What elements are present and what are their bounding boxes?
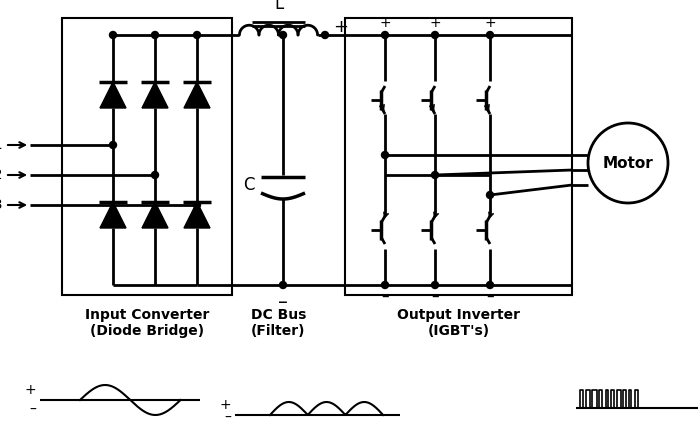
Circle shape	[109, 141, 116, 149]
Text: Input Converter
(Diode Bridge): Input Converter (Diode Bridge)	[85, 308, 209, 338]
Text: L1: L1	[0, 138, 3, 152]
Circle shape	[279, 282, 286, 288]
Polygon shape	[142, 82, 168, 108]
Polygon shape	[100, 82, 126, 108]
Text: Motor: Motor	[603, 155, 653, 170]
Circle shape	[382, 152, 388, 158]
Circle shape	[193, 201, 200, 208]
Text: L2: L2	[0, 168, 3, 182]
Circle shape	[431, 32, 438, 38]
Text: DC Bus
(Filter): DC Bus (Filter)	[251, 308, 306, 338]
Circle shape	[151, 32, 158, 38]
Text: +: +	[25, 383, 36, 397]
Text: +: +	[429, 16, 441, 30]
Bar	[62, 18, 232, 295]
Text: +: +	[484, 16, 496, 30]
Circle shape	[486, 32, 493, 38]
Circle shape	[151, 172, 158, 178]
Text: –: –	[224, 411, 231, 425]
Circle shape	[486, 192, 493, 199]
Text: +: +	[379, 16, 391, 30]
Circle shape	[382, 282, 388, 288]
Text: C: C	[244, 176, 255, 194]
Text: –: –	[29, 403, 36, 417]
Text: +: +	[219, 398, 231, 412]
Circle shape	[109, 32, 116, 38]
Polygon shape	[184, 202, 210, 228]
Text: –: –	[486, 289, 493, 304]
Text: L3: L3	[0, 198, 3, 212]
Text: +: +	[333, 18, 348, 36]
Text: –: –	[431, 289, 439, 304]
Text: Output Inverter
(IGBT's): Output Inverter (IGBT's)	[397, 308, 520, 338]
Polygon shape	[184, 82, 210, 108]
Bar	[345, 18, 572, 295]
Text: L: L	[274, 0, 283, 13]
Circle shape	[486, 282, 493, 288]
Circle shape	[193, 32, 200, 38]
Polygon shape	[142, 202, 168, 228]
Circle shape	[431, 282, 438, 288]
Text: –: –	[278, 293, 288, 312]
Circle shape	[588, 123, 668, 203]
Circle shape	[431, 172, 438, 178]
Polygon shape	[100, 202, 126, 228]
Circle shape	[321, 32, 328, 38]
Text: –: –	[382, 289, 388, 304]
Circle shape	[382, 32, 388, 38]
Circle shape	[279, 32, 286, 38]
